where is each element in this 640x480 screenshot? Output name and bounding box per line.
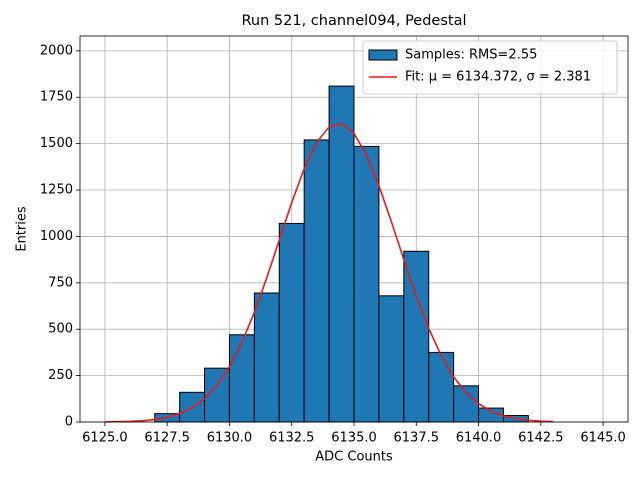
fit-line: [104, 122, 554, 423]
x-tick-label: 6125.0: [82, 431, 128, 446]
x-tick-label: 6135.0: [331, 431, 377, 446]
y-tick-label: 1000: [40, 229, 73, 244]
x-tick-label: 6137.5: [394, 431, 440, 446]
bar: [303, 139, 330, 423]
bar: [278, 222, 305, 423]
y-tick-label: 500: [48, 322, 73, 337]
y-tick-label: 2000: [40, 43, 73, 58]
legend-label: Samples: RMS=2.55: [405, 48, 537, 63]
y-tick-label: 250: [48, 368, 73, 383]
y-tick-label: 1250: [40, 183, 73, 198]
y-tick-label: 1750: [40, 90, 73, 105]
bar: [403, 250, 430, 423]
bar: [353, 145, 380, 423]
bar: [328, 85, 355, 423]
legend: Samples: RMS=2.55 Fit: μ = 6134.372, σ = …: [362, 40, 618, 95]
bar: [428, 351, 455, 423]
chart-title: Run 521, channel094, Pedestal: [241, 13, 466, 29]
bar: [228, 334, 255, 423]
bar: [253, 292, 280, 423]
x-tick-label: 6132.5: [269, 431, 315, 446]
marks: [104, 85, 554, 423]
y-tick-label: 1500: [40, 136, 73, 151]
x-tick-label: 6142.5: [518, 431, 564, 446]
x-tick-label: 6140.0: [456, 431, 502, 446]
x-tick-label: 6145.0: [580, 431, 626, 446]
bar: [378, 295, 405, 423]
legend-label: Fit: μ = 6134.372, σ = 2.381: [405, 70, 591, 85]
bar: [453, 385, 480, 423]
x-tick-label: 6130.0: [207, 431, 253, 446]
legend-box: [362, 40, 618, 95]
legend-swatch: [368, 49, 398, 61]
x-axis-label: ADC Counts: [315, 450, 393, 465]
y-tick-label: 0: [65, 415, 73, 430]
y-tick-label: 750: [48, 275, 73, 290]
x-tick-label: 6127.5: [144, 431, 190, 446]
y-axis-label: Entries: [15, 206, 30, 252]
axes-frame: [79, 35, 629, 423]
